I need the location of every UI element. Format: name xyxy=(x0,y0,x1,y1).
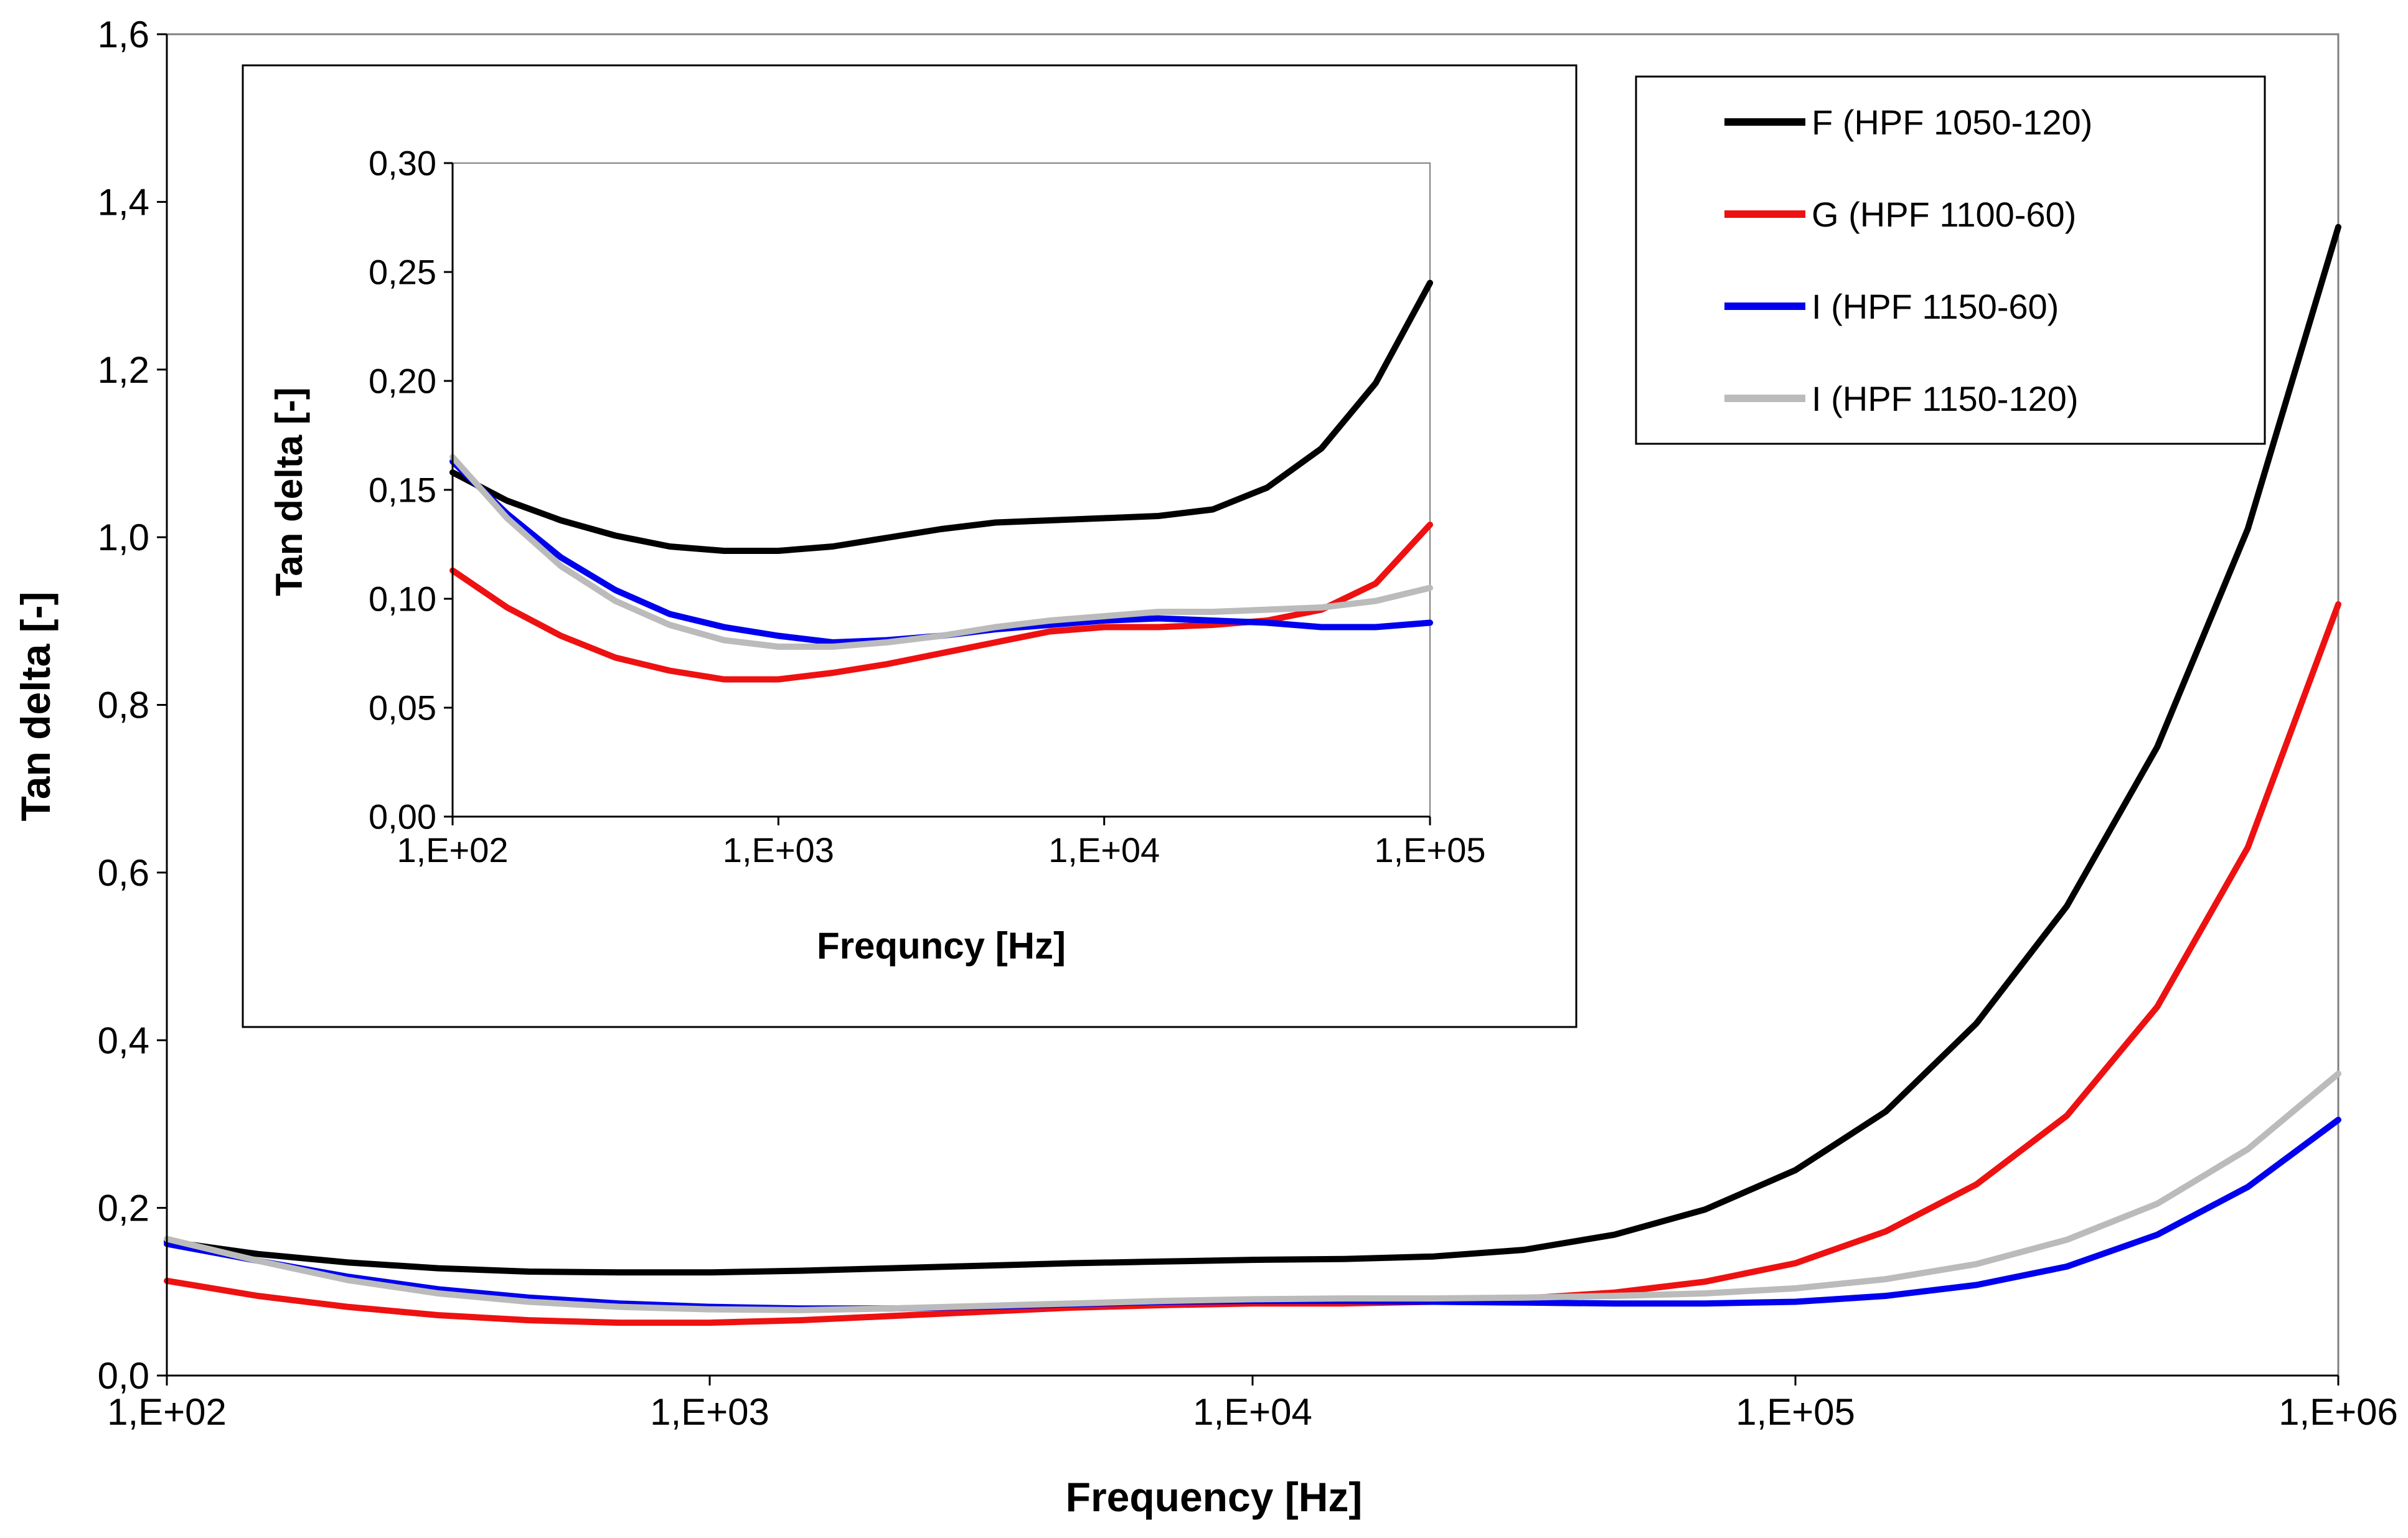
inset-x-tick-label: 1,E+04 xyxy=(1048,830,1160,870)
inset-y-tick-label: 0,05 xyxy=(369,688,436,728)
inset-x-tick-label: 1,E+02 xyxy=(397,830,508,870)
main-series-line-f-hpf-1050-120-0 xyxy=(164,223,2341,1276)
inset-y-axis-title: Tan delta [-] xyxy=(268,387,310,596)
legend-box xyxy=(1635,75,2266,445)
main-y-tick-label: 0,4 xyxy=(98,1020,149,1061)
inset-ticks-group: 0,00 0,05 0,10 0,15 0,20 0,25 0,30 1,E+02 1,E+03… xyxy=(369,144,1486,870)
inset-x-tick-label: 1,E+03 xyxy=(723,830,834,870)
inset-series-group xyxy=(449,279,1433,683)
legend-label-f-hpf-1050-120-0: F (HPF 1050-120) xyxy=(1812,103,2092,142)
legend-label-i-hpf-1150-60-2: I (HPF 1150-60) xyxy=(1812,287,2059,326)
inset-y-tick-label: 0,15 xyxy=(369,471,436,510)
main-y-tick-label: 1,4 xyxy=(98,181,149,223)
main-y-tick-label: 0,8 xyxy=(98,685,149,726)
inset-y-tick-label: 0,25 xyxy=(369,253,436,292)
main-series-group xyxy=(164,223,2341,1326)
main-y-tick-label: 1,0 xyxy=(98,517,149,558)
main-y-tick-label: 0,6 xyxy=(98,852,149,894)
inset-series-line-i-hpf-1150-120-3 xyxy=(449,454,1433,650)
legend-label-g-hpf-1100-60-1: G (HPF 1100-60) xyxy=(1812,195,2076,234)
main-x-tick-label: 1,E+03 xyxy=(650,1391,769,1433)
main-ticks-group: 0,0 0,2 0,4 0,6 0,8 1,0 1,2 1,4 1,6 1,E+02 1,E+03 1… xyxy=(98,14,2398,1433)
main-series-line-i-hpf-1150-120-3 xyxy=(164,1071,2341,1313)
main-x-tick-label: 1,E+02 xyxy=(107,1391,227,1433)
main-x-tick-label: 1,E+05 xyxy=(1736,1391,1855,1433)
main-y-tick-label: 1,2 xyxy=(98,349,149,391)
main-x-tick-label: 1,E+06 xyxy=(2279,1391,2398,1433)
inset-x-tick-label: 1,E+05 xyxy=(1374,830,1485,870)
main-y-tick-label: 0,2 xyxy=(98,1188,149,1229)
inset-y-tick-label: 0,00 xyxy=(369,797,436,837)
legend-items-group: F (HPF 1050-120) G (HPF 1100-60) I (HPF 11… xyxy=(1724,103,2092,418)
main-x-axis-title: Frequency [Hz] xyxy=(1066,1474,1363,1520)
main-y-tick-label: 1,6 xyxy=(98,14,149,55)
main-y-tick-label: 0,0 xyxy=(98,1355,149,1397)
inset-y-tick-label: 0,10 xyxy=(369,579,436,619)
legend-label-i-hpf-1150-120-3: I (HPF 1150-120) xyxy=(1812,379,2078,418)
inset-x-axis-title: Frequncy [Hz] xyxy=(817,925,1066,967)
inset-y-tick-label: 0,20 xyxy=(369,362,436,401)
main-y-axis-title: Tan delta [-] xyxy=(12,591,59,821)
main-x-tick-label: 1,E+04 xyxy=(1193,1391,1312,1433)
inset-series-line-f-hpf-1050-120-0 xyxy=(449,279,1433,554)
inset-y-tick-label: 0,30 xyxy=(369,144,436,183)
inset-plot-frame xyxy=(452,162,1431,817)
